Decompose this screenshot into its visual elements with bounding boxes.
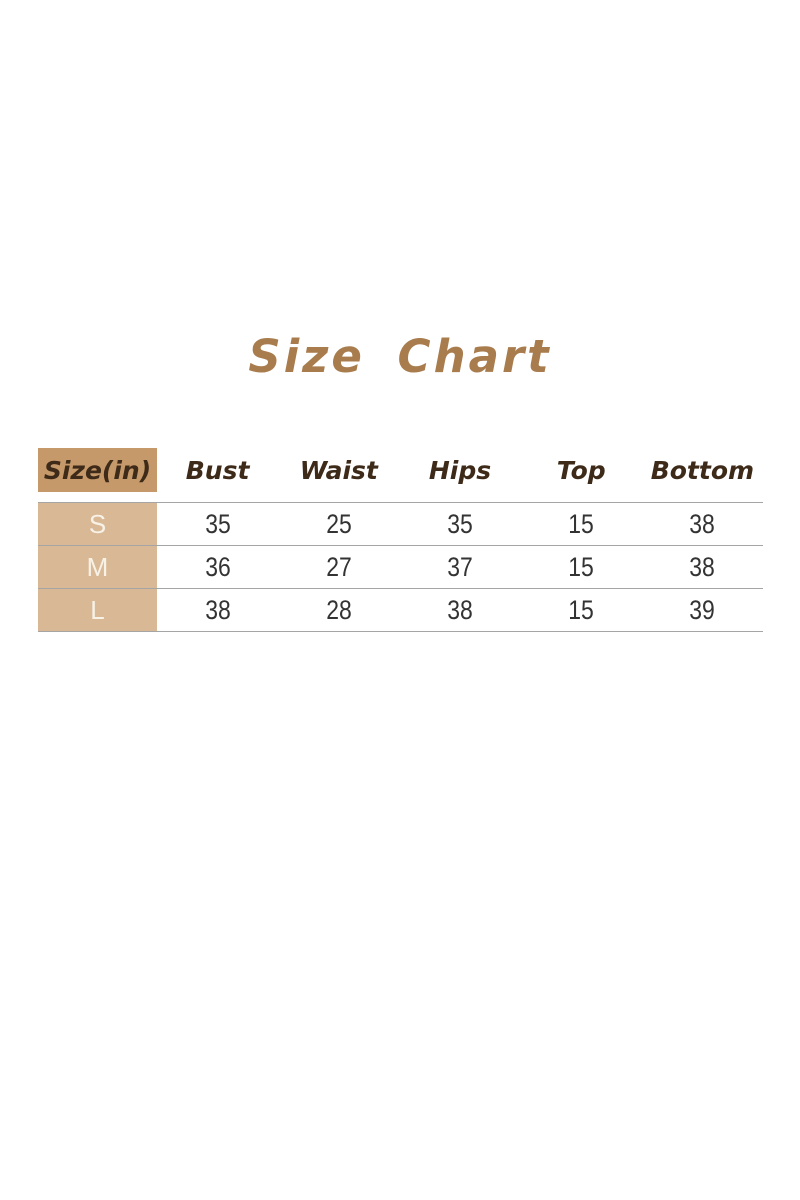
header-cell-hips: Hips [428,455,492,485]
value-cell-top: 15 [521,546,642,588]
table-header-row: Size(in) Bust Waist Hips Top Bottom [38,448,763,492]
table-row-s: S 35 25 35 15 38 [38,502,763,545]
header-cell-size: Size(in) [38,448,157,492]
value-cell-waist: 27 [278,546,399,588]
value-text: 35 [204,508,231,539]
value-cell-hips: 35 [399,503,520,545]
value-cell-bottom: 38 [642,546,763,588]
header-cell-bust: Bust [185,455,250,485]
value-cell-bust: 36 [157,546,278,588]
table-row-m: M 36 27 37 15 38 [38,545,763,588]
table-row-l: L 38 28 38 15 39 [38,588,763,631]
header-cell-waist: Waist [299,455,378,485]
value-text: 27 [326,551,352,582]
value-text: 15 [568,551,594,582]
value-text: 38 [204,594,231,625]
page-title: Size Chart [248,330,552,383]
value-text: 38 [689,508,716,539]
value-cell-bust: 38 [157,589,278,631]
value-cell-bottom: 39 [642,589,763,631]
size-cell: L [38,589,157,631]
header-cell-bottom: Bottom [650,455,755,485]
header-cell-top: Top [556,455,606,485]
value-cell-waist: 28 [278,589,399,631]
size-cell: S [38,503,157,545]
value-text: 37 [447,551,473,582]
value-text: 15 [568,594,594,625]
value-cell-hips: 37 [399,546,520,588]
size-chart-table: Size(in) Bust Waist Hips Top Bottom S 35… [38,448,763,632]
value-text: 39 [689,594,716,625]
value-text: 36 [204,551,231,582]
value-text: 38 [689,551,716,582]
value-cell-waist: 25 [278,503,399,545]
value-text: 28 [326,594,352,625]
value-cell-top: 15 [521,589,642,631]
value-text: 38 [447,594,473,625]
size-cell: M [38,546,157,588]
value-text: 25 [326,508,352,539]
value-cell-bust: 35 [157,503,278,545]
value-text: 35 [447,508,473,539]
value-cell-bottom: 38 [642,503,763,545]
value-cell-hips: 38 [399,589,520,631]
value-cell-top: 15 [521,503,642,545]
table-body: S 35 25 35 15 38 M [38,502,763,632]
value-text: 15 [568,508,594,539]
